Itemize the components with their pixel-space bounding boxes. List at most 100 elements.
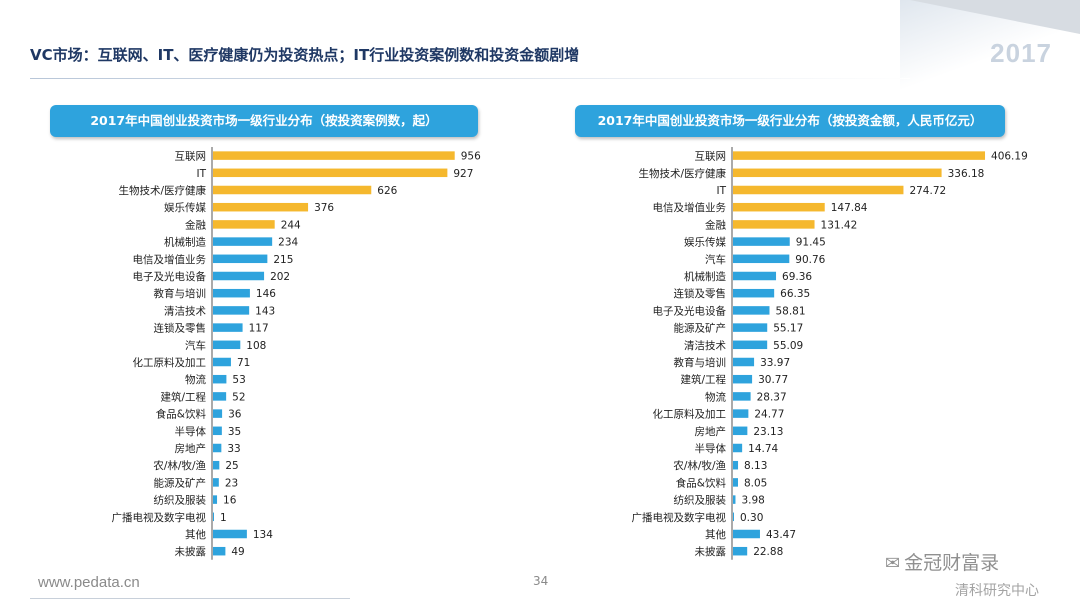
chart-panel-deal-count: 2017年中国创业投资市场一级行业分布（按投资案例数，起） 互联网 956 IT 92… <box>50 105 481 560</box>
data-label: 22.88 <box>753 546 783 558</box>
category-label: 物流 <box>705 390 726 403</box>
category-label: 广播电视及数字电视 <box>632 511 727 524</box>
data-label: 147.84 <box>831 202 868 214</box>
category-label: 电信及增值业务 <box>653 201 727 214</box>
data-label: 30.77 <box>758 374 788 386</box>
bar <box>733 443 743 453</box>
data-label: 376 <box>314 202 334 214</box>
category-label: 清洁技术 <box>164 304 206 317</box>
data-label: 91.45 <box>796 237 826 249</box>
footer-url: www.pedata.cn <box>38 574 140 591</box>
category-label: 连锁及零售 <box>674 287 727 300</box>
data-label: 274.72 <box>909 185 946 197</box>
data-label: 71 <box>237 357 250 369</box>
bar <box>733 340 768 350</box>
category-label: 广播电视及数字电视 <box>112 511 207 524</box>
data-label: 24.77 <box>754 409 784 421</box>
bar <box>213 392 227 401</box>
category-label: 金融 <box>705 218 726 231</box>
category-label: 农/林/牧/渔 <box>153 459 206 472</box>
bar <box>213 478 219 487</box>
data-label: 53 <box>232 374 245 386</box>
watermark-name: 金冠财富录 <box>904 552 1000 574</box>
data-label: 117 <box>249 323 269 335</box>
category-label: 物流 <box>185 373 206 386</box>
category-label: 互联网 <box>175 151 207 163</box>
data-label: 3.98 <box>741 495 764 507</box>
bar <box>213 340 241 350</box>
category-label: 能源及矿产 <box>674 322 727 335</box>
data-label: 956 <box>461 151 481 163</box>
bar <box>213 443 222 453</box>
category-label: 房地产 <box>695 425 727 438</box>
watermark-sub: 清科研究中心 <box>955 583 1039 599</box>
bar <box>213 460 220 470</box>
category-label: 电子及光电设备 <box>653 304 727 317</box>
data-label: 406.19 <box>991 151 1028 163</box>
watermark: ✉ 金冠财富录 <box>885 548 999 575</box>
category-label: 其他 <box>705 528 726 541</box>
bar <box>733 168 942 178</box>
bar <box>213 151 455 160</box>
category-label: 食品&饮料 <box>676 476 727 489</box>
data-label: 336.18 <box>948 168 985 180</box>
footer-divider <box>30 598 350 599</box>
bar <box>733 237 790 246</box>
data-label: 23.13 <box>753 426 783 438</box>
category-label: 清洁技术 <box>684 339 726 352</box>
page-title: VC市场：互联网、IT、医疗健康仍为投资热点；IT行业投资案例数和投资金额剧增 <box>30 46 580 64</box>
data-label: 55.17 <box>773 323 803 335</box>
category-label: 未披露 <box>695 545 727 558</box>
bar <box>213 323 243 332</box>
category-label: 互联网 <box>695 151 727 163</box>
data-label: 215 <box>273 254 293 266</box>
data-label: 90.76 <box>795 254 825 266</box>
bar <box>733 512 734 522</box>
bar <box>733 529 760 539</box>
bar-chart-investment-amount: 互联网 406.19 生物技术/医疗健康 336.18 IT 274.72 电信及增值业务 1… <box>632 147 1028 560</box>
data-label: 28.37 <box>757 391 787 403</box>
category-label: 纺织及服装 <box>674 494 727 507</box>
bar <box>733 151 986 160</box>
category-label: 机械制造 <box>164 236 206 249</box>
data-label: 58.81 <box>775 305 805 317</box>
data-label: 33.97 <box>760 357 790 369</box>
category-label: 娱乐传媒 <box>164 201 206 214</box>
category-label: 娱乐传媒 <box>684 236 726 249</box>
bar <box>733 288 775 298</box>
data-label: 131.42 <box>821 219 858 231</box>
bar <box>213 374 227 384</box>
bar <box>213 512 214 522</box>
category-label: 电子及光电设备 <box>133 270 207 283</box>
bar <box>733 546 748 556</box>
page-number: 34 <box>533 574 549 588</box>
data-label: 55.09 <box>773 340 803 352</box>
bar <box>733 374 753 384</box>
wechat-icon: ✉ <box>885 553 901 574</box>
bar <box>733 357 755 367</box>
category-label: 机械制造 <box>684 270 726 283</box>
category-label: 纺织及服装 <box>154 494 207 507</box>
bar <box>213 426 222 436</box>
bar <box>213 495 218 504</box>
category-label: 化工原料及加工 <box>653 408 727 421</box>
chart-title-investment-amount: 2017年中国创业投资市场一级行业分布（按投资金额，人民币亿元） <box>575 105 1005 137</box>
category-label: 房地产 <box>175 442 207 455</box>
bar <box>733 409 749 418</box>
data-label: 0.30 <box>740 512 763 524</box>
bar <box>733 185 904 195</box>
data-label: 49 <box>231 546 244 558</box>
data-label: 143 <box>255 305 275 317</box>
category-label: 金融 <box>185 218 206 231</box>
bar-chart-deal-count: 互联网 956 IT 927 生物技术/医疗健康 626 娱乐传媒 376 金融 244 机械制造 2… <box>112 147 481 560</box>
category-label: 半导体 <box>175 425 207 438</box>
bar <box>733 271 777 281</box>
bar <box>213 254 268 264</box>
year-badge: 2017 <box>990 38 1052 68</box>
data-label: 1 <box>220 512 227 524</box>
corner-stripe <box>910 0 1080 34</box>
bar <box>213 271 265 281</box>
bar <box>213 237 273 246</box>
data-label: 108 <box>246 340 266 352</box>
chart-panel-investment-amount: 2017年中国创业投资市场一级行业分布（按投资金额，人民币亿元） 互联网 406.… <box>575 105 1028 560</box>
